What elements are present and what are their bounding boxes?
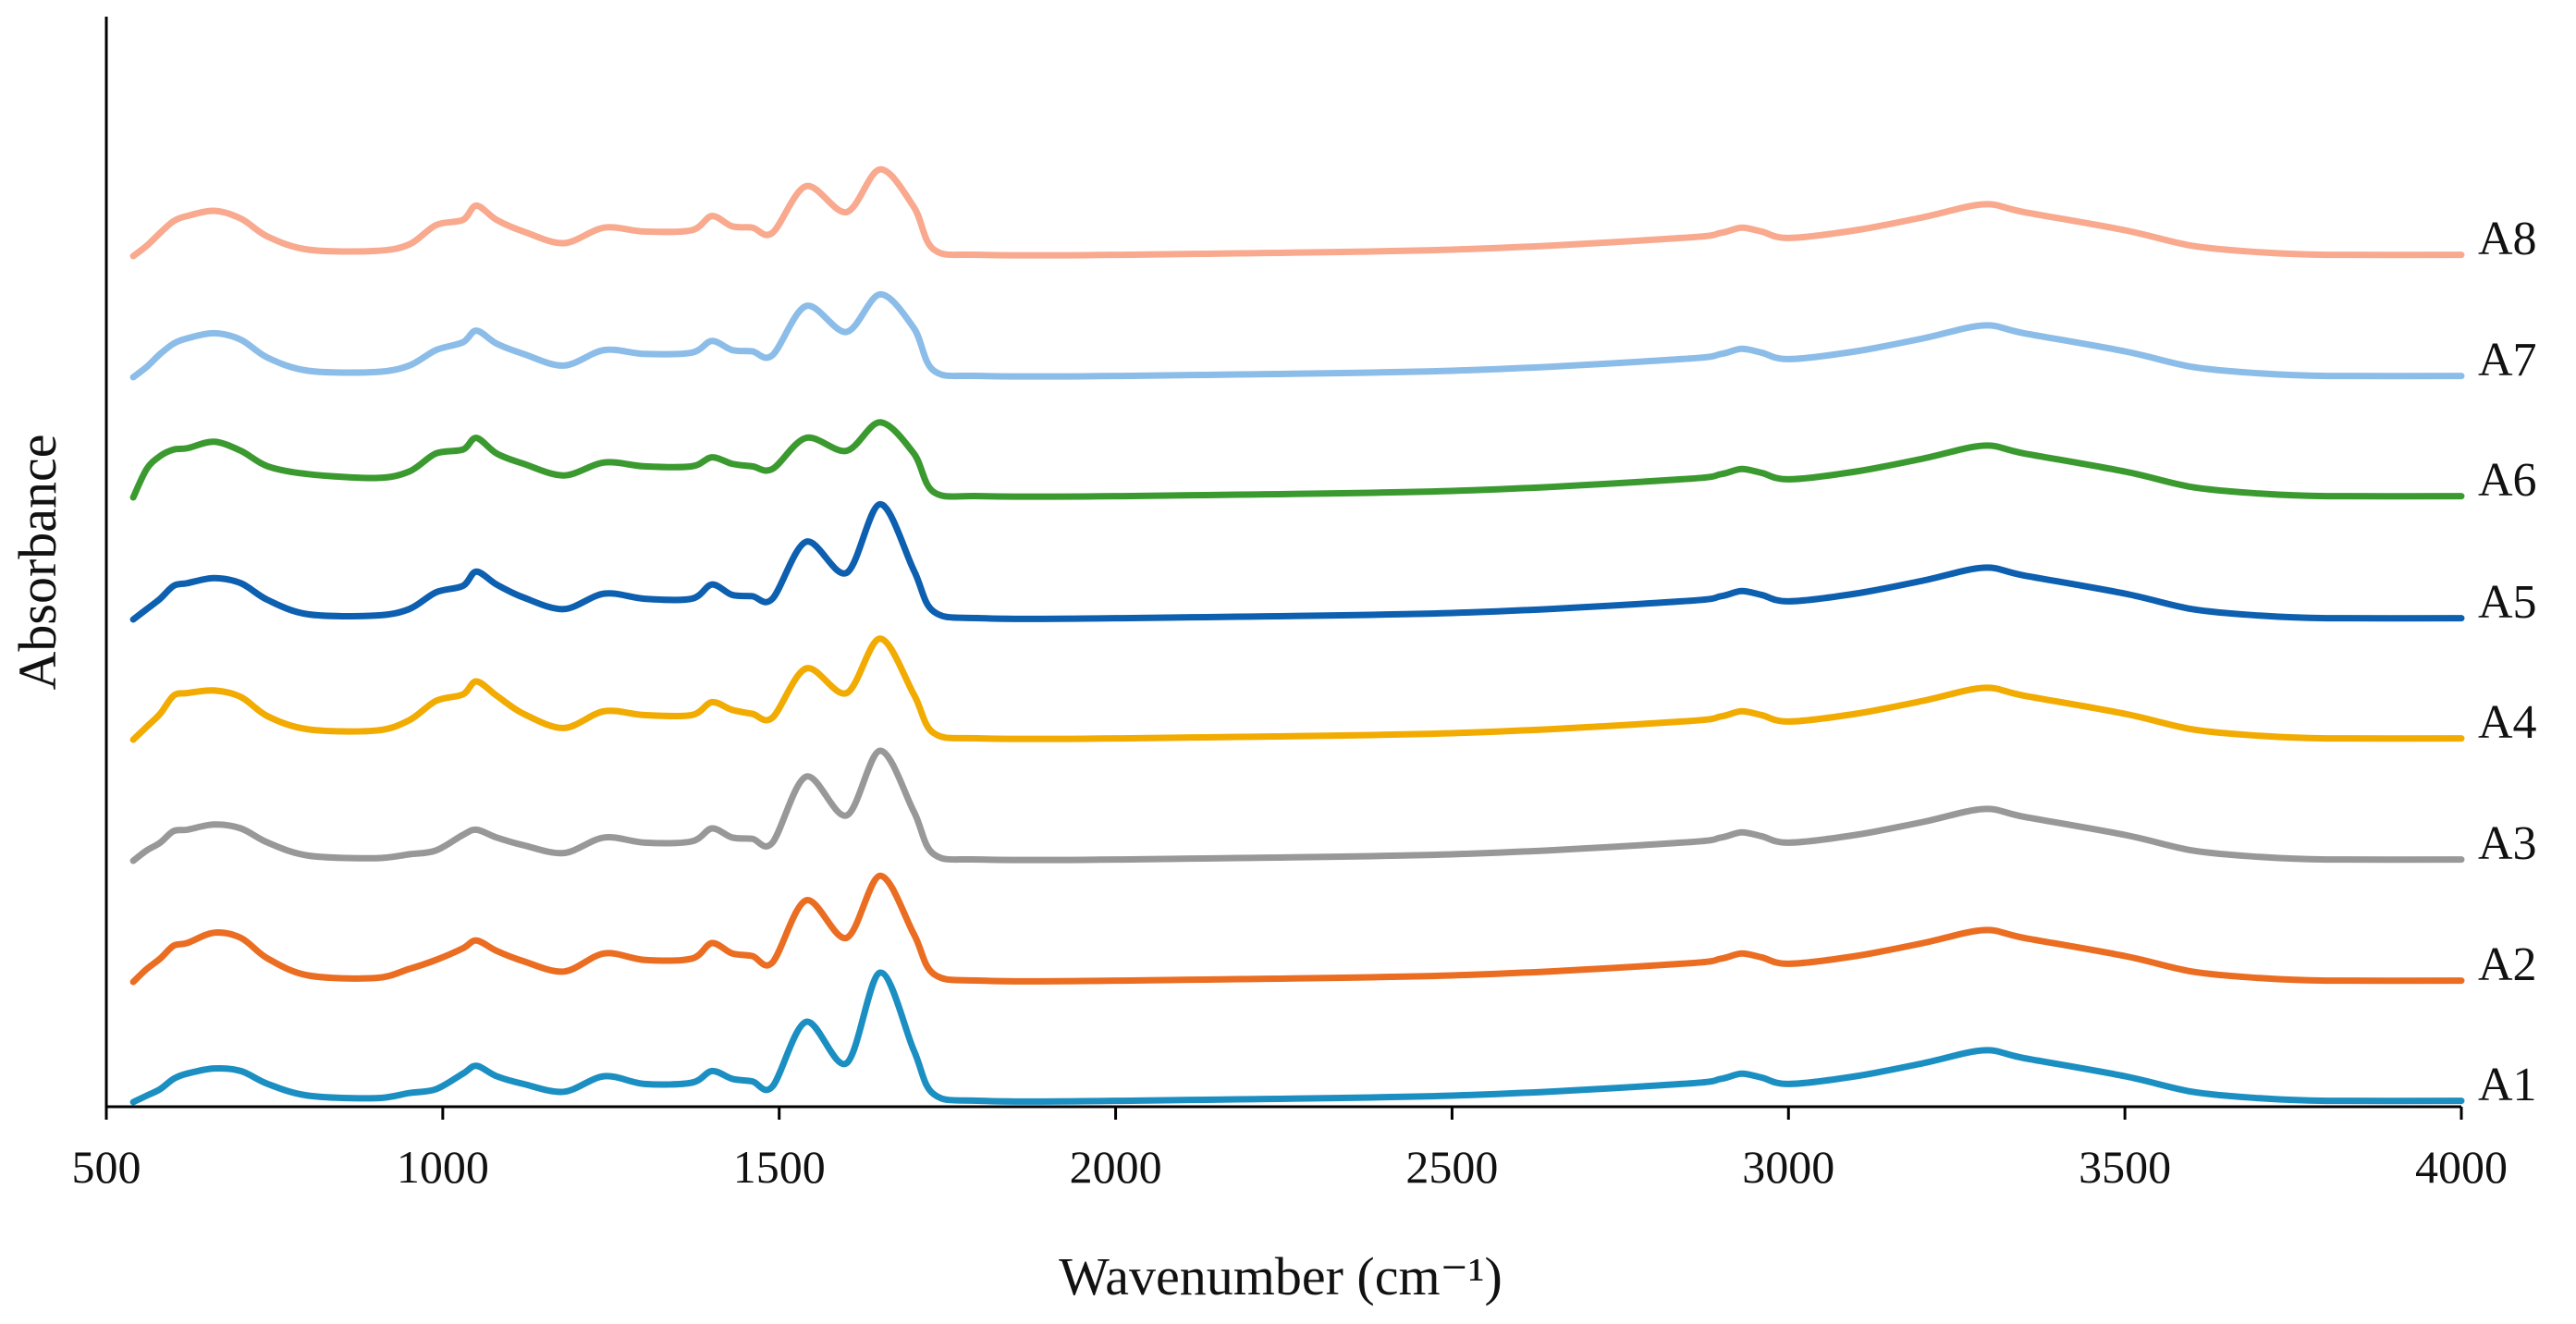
series-label-a5: A5: [2478, 576, 2537, 629]
series-line-a1: [129, 969, 2465, 1106]
series-line-a8: [129, 166, 2465, 260]
x-tick-label: 1500: [733, 1141, 826, 1193]
x-tick-label: 2500: [1405, 1141, 1498, 1193]
series-layer: [129, 166, 2465, 1106]
x-tick-label: 500: [72, 1141, 141, 1193]
series-label-a6: A6: [2478, 454, 2537, 507]
y-axis-title: Absorbance: [7, 434, 67, 690]
x-tick-layer: 500 1000 1500 2000 2500 3000 3500 4000: [72, 1107, 2508, 1193]
x-tick-label: 1000: [397, 1141, 489, 1193]
series-line-a6: [129, 419, 2465, 501]
series-label-a3: A3: [2478, 817, 2537, 870]
series-line-a2: [129, 872, 2465, 986]
series-label-a2: A2: [2478, 938, 2537, 991]
series-label-a1: A1: [2478, 1059, 2537, 1111]
series-line-a4: [129, 635, 2465, 743]
x-tick-label: 2000: [1070, 1141, 1162, 1193]
series-line-a3: [129, 747, 2465, 864]
series-label-layer: A1 A2 A3 A4 A5 A6 A7 A8: [2478, 213, 2537, 1111]
series-label-a4: A4: [2478, 696, 2537, 749]
x-axis-title: Wavenumber (cm⁻¹): [1059, 1246, 1503, 1306]
x-tick-label: 4000: [2415, 1141, 2508, 1193]
series-label-a7: A7: [2478, 334, 2537, 386]
x-tick-label: 3500: [2079, 1141, 2171, 1193]
x-tick-label: 3000: [1742, 1141, 1834, 1193]
series-line-a5: [129, 500, 2465, 623]
series-line-a7: [129, 290, 2465, 381]
series-label-a8: A8: [2478, 213, 2537, 265]
